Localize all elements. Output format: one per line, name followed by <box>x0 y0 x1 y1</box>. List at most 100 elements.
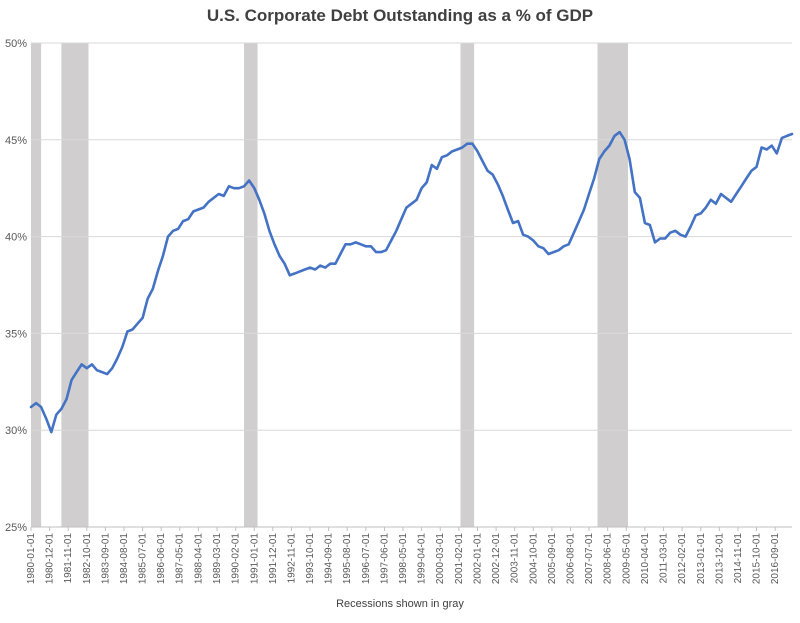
data-point <box>45 417 48 420</box>
data-point <box>70 379 73 381</box>
data-point <box>755 166 758 168</box>
data-point <box>765 148 768 151</box>
data-point <box>583 208 585 211</box>
x-tick-label: 2002-12-01 <box>491 533 502 585</box>
x-tick-label: 2016-09-01 <box>770 533 781 585</box>
data-point <box>446 154 448 157</box>
x-tick-label: 1986-06-01 <box>156 533 167 585</box>
data-point <box>603 150 606 153</box>
data-point <box>710 199 712 201</box>
data-point <box>162 255 164 257</box>
data-point <box>121 346 124 348</box>
data-point <box>517 220 519 222</box>
x-tick-label: 1980-01-01 <box>26 533 37 585</box>
x-tick-label: 2013-01-01 <box>696 533 707 585</box>
data-point <box>430 164 433 166</box>
data-point <box>496 183 499 186</box>
data-point <box>573 231 575 234</box>
data-point <box>177 228 179 230</box>
data-point <box>370 245 372 248</box>
data-point <box>405 206 408 209</box>
data-point <box>334 262 337 265</box>
series-line <box>29 130 794 434</box>
data-point <box>80 363 83 366</box>
data-point <box>182 220 184 222</box>
data-point <box>562 245 565 248</box>
data-point <box>40 406 42 408</box>
x-tick-label: 2014-11-01 <box>733 533 744 584</box>
data-point <box>172 229 174 232</box>
data-point <box>436 168 438 170</box>
data-point <box>441 156 443 159</box>
x-tick-label: 1991-01-01 <box>249 533 260 585</box>
data-point <box>557 249 560 251</box>
data-point <box>781 137 783 139</box>
data-point <box>628 158 631 160</box>
data-point <box>699 212 702 215</box>
data-point <box>633 191 636 193</box>
data-point <box>202 206 205 209</box>
data-point <box>304 268 306 271</box>
data-point <box>567 243 570 246</box>
data-point <box>96 369 98 371</box>
data-point <box>694 214 697 217</box>
data-point <box>501 195 504 197</box>
x-tick-label: 1991-12-01 <box>268 533 279 585</box>
data-point <box>365 245 367 248</box>
y-tick-label: 45% <box>5 135 27 147</box>
data-point <box>770 144 773 147</box>
x-tick-label: 2008-06-01 <box>603 533 614 585</box>
data-point <box>466 142 469 145</box>
x-tick-label: 1994-09-01 <box>324 533 335 585</box>
data-point <box>745 177 748 180</box>
data-point <box>30 406 32 408</box>
recession-band <box>31 43 42 527</box>
data-point <box>359 243 362 246</box>
data-point <box>679 233 682 236</box>
data-point <box>588 193 590 195</box>
data-point <box>735 193 738 195</box>
data-point <box>527 235 529 238</box>
x-tick-label: 1988-04-01 <box>193 533 204 585</box>
data-point <box>669 231 672 234</box>
data-point <box>187 218 190 220</box>
data-point <box>491 173 494 176</box>
data-point <box>400 218 403 220</box>
data-point <box>116 357 119 360</box>
chart-title: U.S. Corporate Debt Outstanding as a % o… <box>206 6 594 25</box>
data-point <box>380 251 382 253</box>
x-tick-label: 1980-12-01 <box>45 533 56 585</box>
data-point <box>481 160 484 162</box>
x-tick-label: 2007-07-01 <box>584 533 595 585</box>
data-point <box>324 266 327 269</box>
data-point <box>720 193 722 195</box>
data-point <box>268 229 271 232</box>
data-point <box>776 152 778 155</box>
y-tick-label: 25% <box>5 522 27 534</box>
x-tick-label: 2001-02-01 <box>454 533 465 585</box>
data-point <box>410 202 413 205</box>
data-point <box>750 169 753 172</box>
x-tick-label: 1993-10-01 <box>305 533 316 585</box>
x-tick-label: 1990-02-01 <box>231 533 242 585</box>
data-point <box>60 408 63 410</box>
data-point <box>689 226 692 228</box>
x-tick-label: 2006-08-01 <box>565 533 576 585</box>
x-tick-label: 1989-03-01 <box>212 533 223 585</box>
y-tick-label: 50% <box>5 38 27 50</box>
x-tick-label: 2005-09-01 <box>547 533 558 585</box>
data-point <box>786 135 788 137</box>
data-point <box>354 241 357 244</box>
recession-band <box>460 43 475 527</box>
data-point <box>598 158 601 160</box>
data-point <box>375 251 377 253</box>
data-point <box>512 222 514 224</box>
x-axis-label: Recessions shown in gray <box>336 598 464 610</box>
x-tick-label: 2009-05-01 <box>621 533 632 585</box>
data-point <box>415 199 418 201</box>
data-point <box>106 373 108 375</box>
data-point <box>578 220 580 222</box>
data-point <box>684 235 687 238</box>
data-point <box>146 297 149 300</box>
